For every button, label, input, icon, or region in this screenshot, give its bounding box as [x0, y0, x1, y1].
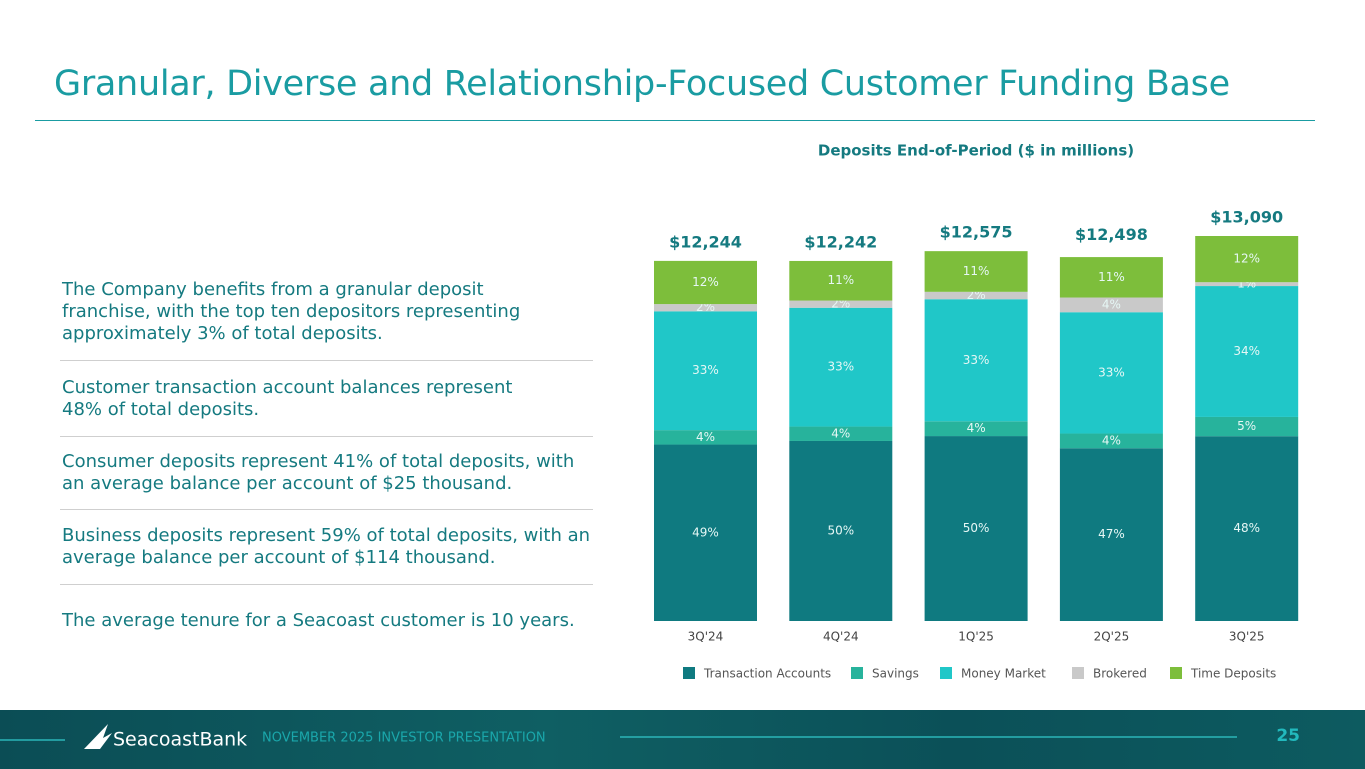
total-label: $12,244	[669, 232, 742, 251]
segment-label: 50%	[963, 521, 990, 535]
logo-icon	[84, 724, 112, 749]
bar-segment	[1059, 297, 1163, 313]
segment-label: 33%	[1098, 365, 1125, 379]
bar-segment	[1195, 436, 1299, 621]
segment-label: 12%	[1233, 252, 1260, 266]
legend-swatch	[1072, 667, 1084, 679]
bar-segment	[1059, 312, 1163, 434]
bar-segment	[924, 299, 1028, 422]
bullet: The average tenure for a Seacoast custom…	[62, 610, 575, 631]
bar-segment	[789, 426, 893, 441]
bar-segment	[789, 260, 893, 301]
bullet: Customer transaction account balances re…	[62, 377, 513, 420]
legend-label: Money Market	[961, 667, 1046, 681]
segment-label: 34%	[1233, 344, 1260, 358]
bar-segment	[789, 307, 893, 427]
chart-title: Deposits End-of-Period ($ in millions)	[818, 142, 1134, 160]
bar-segment	[789, 300, 893, 308]
total-label: $12,498	[1075, 225, 1148, 244]
bar-segment	[924, 421, 1028, 437]
bar-segment	[1195, 236, 1299, 283]
bar-segment	[924, 291, 1028, 300]
segment-label: 4%	[967, 421, 986, 435]
bullet: Consumer deposits represent 41% of total…	[62, 451, 575, 494]
segment-label: 33%	[692, 363, 719, 377]
bar-segment	[924, 436, 1028, 621]
legend-label: Transaction Accounts	[703, 667, 831, 681]
segment-label: 4%	[1102, 297, 1121, 311]
bar-segment	[1059, 433, 1163, 449]
segment-label: 11%	[963, 264, 990, 278]
total-label: $12,575	[940, 223, 1013, 242]
footer-text: NOVEMBER 2025 INVESTOR PRESENTATION	[262, 731, 546, 746]
separator	[60, 436, 593, 437]
bar-segment	[1195, 286, 1299, 417]
x-tick-label: 2Q'25	[1094, 630, 1130, 644]
segment-label: 48%	[1233, 521, 1260, 535]
footer-band	[0, 710, 1365, 769]
bar-segment	[654, 304, 757, 312]
legend-label: Time Deposits	[1190, 667, 1276, 681]
segment-label: 11%	[827, 273, 854, 287]
bar-segment	[654, 260, 757, 305]
legend-swatch	[1170, 667, 1182, 679]
segment-label: 50%	[827, 523, 854, 537]
total-label: $12,242	[804, 232, 877, 251]
legend-swatch	[940, 667, 952, 679]
x-tick-label: 3Q'25	[1229, 630, 1265, 644]
segment-label: 11%	[1098, 270, 1125, 284]
segment-label: 33%	[827, 360, 854, 374]
segment-label: 33%	[963, 353, 990, 367]
x-tick-label: 3Q'24	[688, 630, 724, 644]
segment-label: 49%	[692, 525, 719, 539]
bar-segment	[1059, 448, 1163, 621]
segment-label: 12%	[692, 275, 719, 289]
segment-label: 4%	[696, 430, 715, 444]
legend-swatch	[683, 667, 695, 679]
bar-segment	[654, 430, 757, 445]
bar-segment	[654, 444, 757, 621]
bullet: The Company benefits from a granular dep…	[62, 279, 521, 344]
separator	[60, 509, 593, 510]
bar-segment	[1195, 416, 1299, 437]
logo-text: SeacoastBank	[113, 729, 247, 751]
title-rule	[35, 120, 1315, 121]
total-label: $13,090	[1210, 208, 1283, 227]
separator	[60, 584, 593, 585]
bar-segment	[1059, 257, 1163, 298]
slide-title: Granular, Diverse and Relationship-Focus…	[54, 64, 1230, 104]
legend-label: Savings	[872, 667, 919, 681]
segment-label: 4%	[1102, 433, 1121, 447]
legend-swatch	[851, 667, 863, 679]
legend-label: Brokered	[1093, 667, 1147, 681]
x-tick-label: 1Q'25	[958, 630, 994, 644]
segment-label: 47%	[1098, 527, 1125, 541]
bullet: Business deposits represent 59% of total…	[62, 525, 591, 568]
bar-segment	[654, 311, 757, 431]
bar-segment	[924, 251, 1028, 292]
x-tick-label: 4Q'24	[823, 630, 859, 644]
separator	[60, 360, 593, 361]
segment-label: 4%	[831, 426, 850, 440]
bar-segment	[789, 440, 893, 621]
page-number: 25	[1276, 726, 1300, 746]
bar-segment	[1195, 282, 1299, 287]
segment-label: 5%	[1237, 419, 1256, 433]
